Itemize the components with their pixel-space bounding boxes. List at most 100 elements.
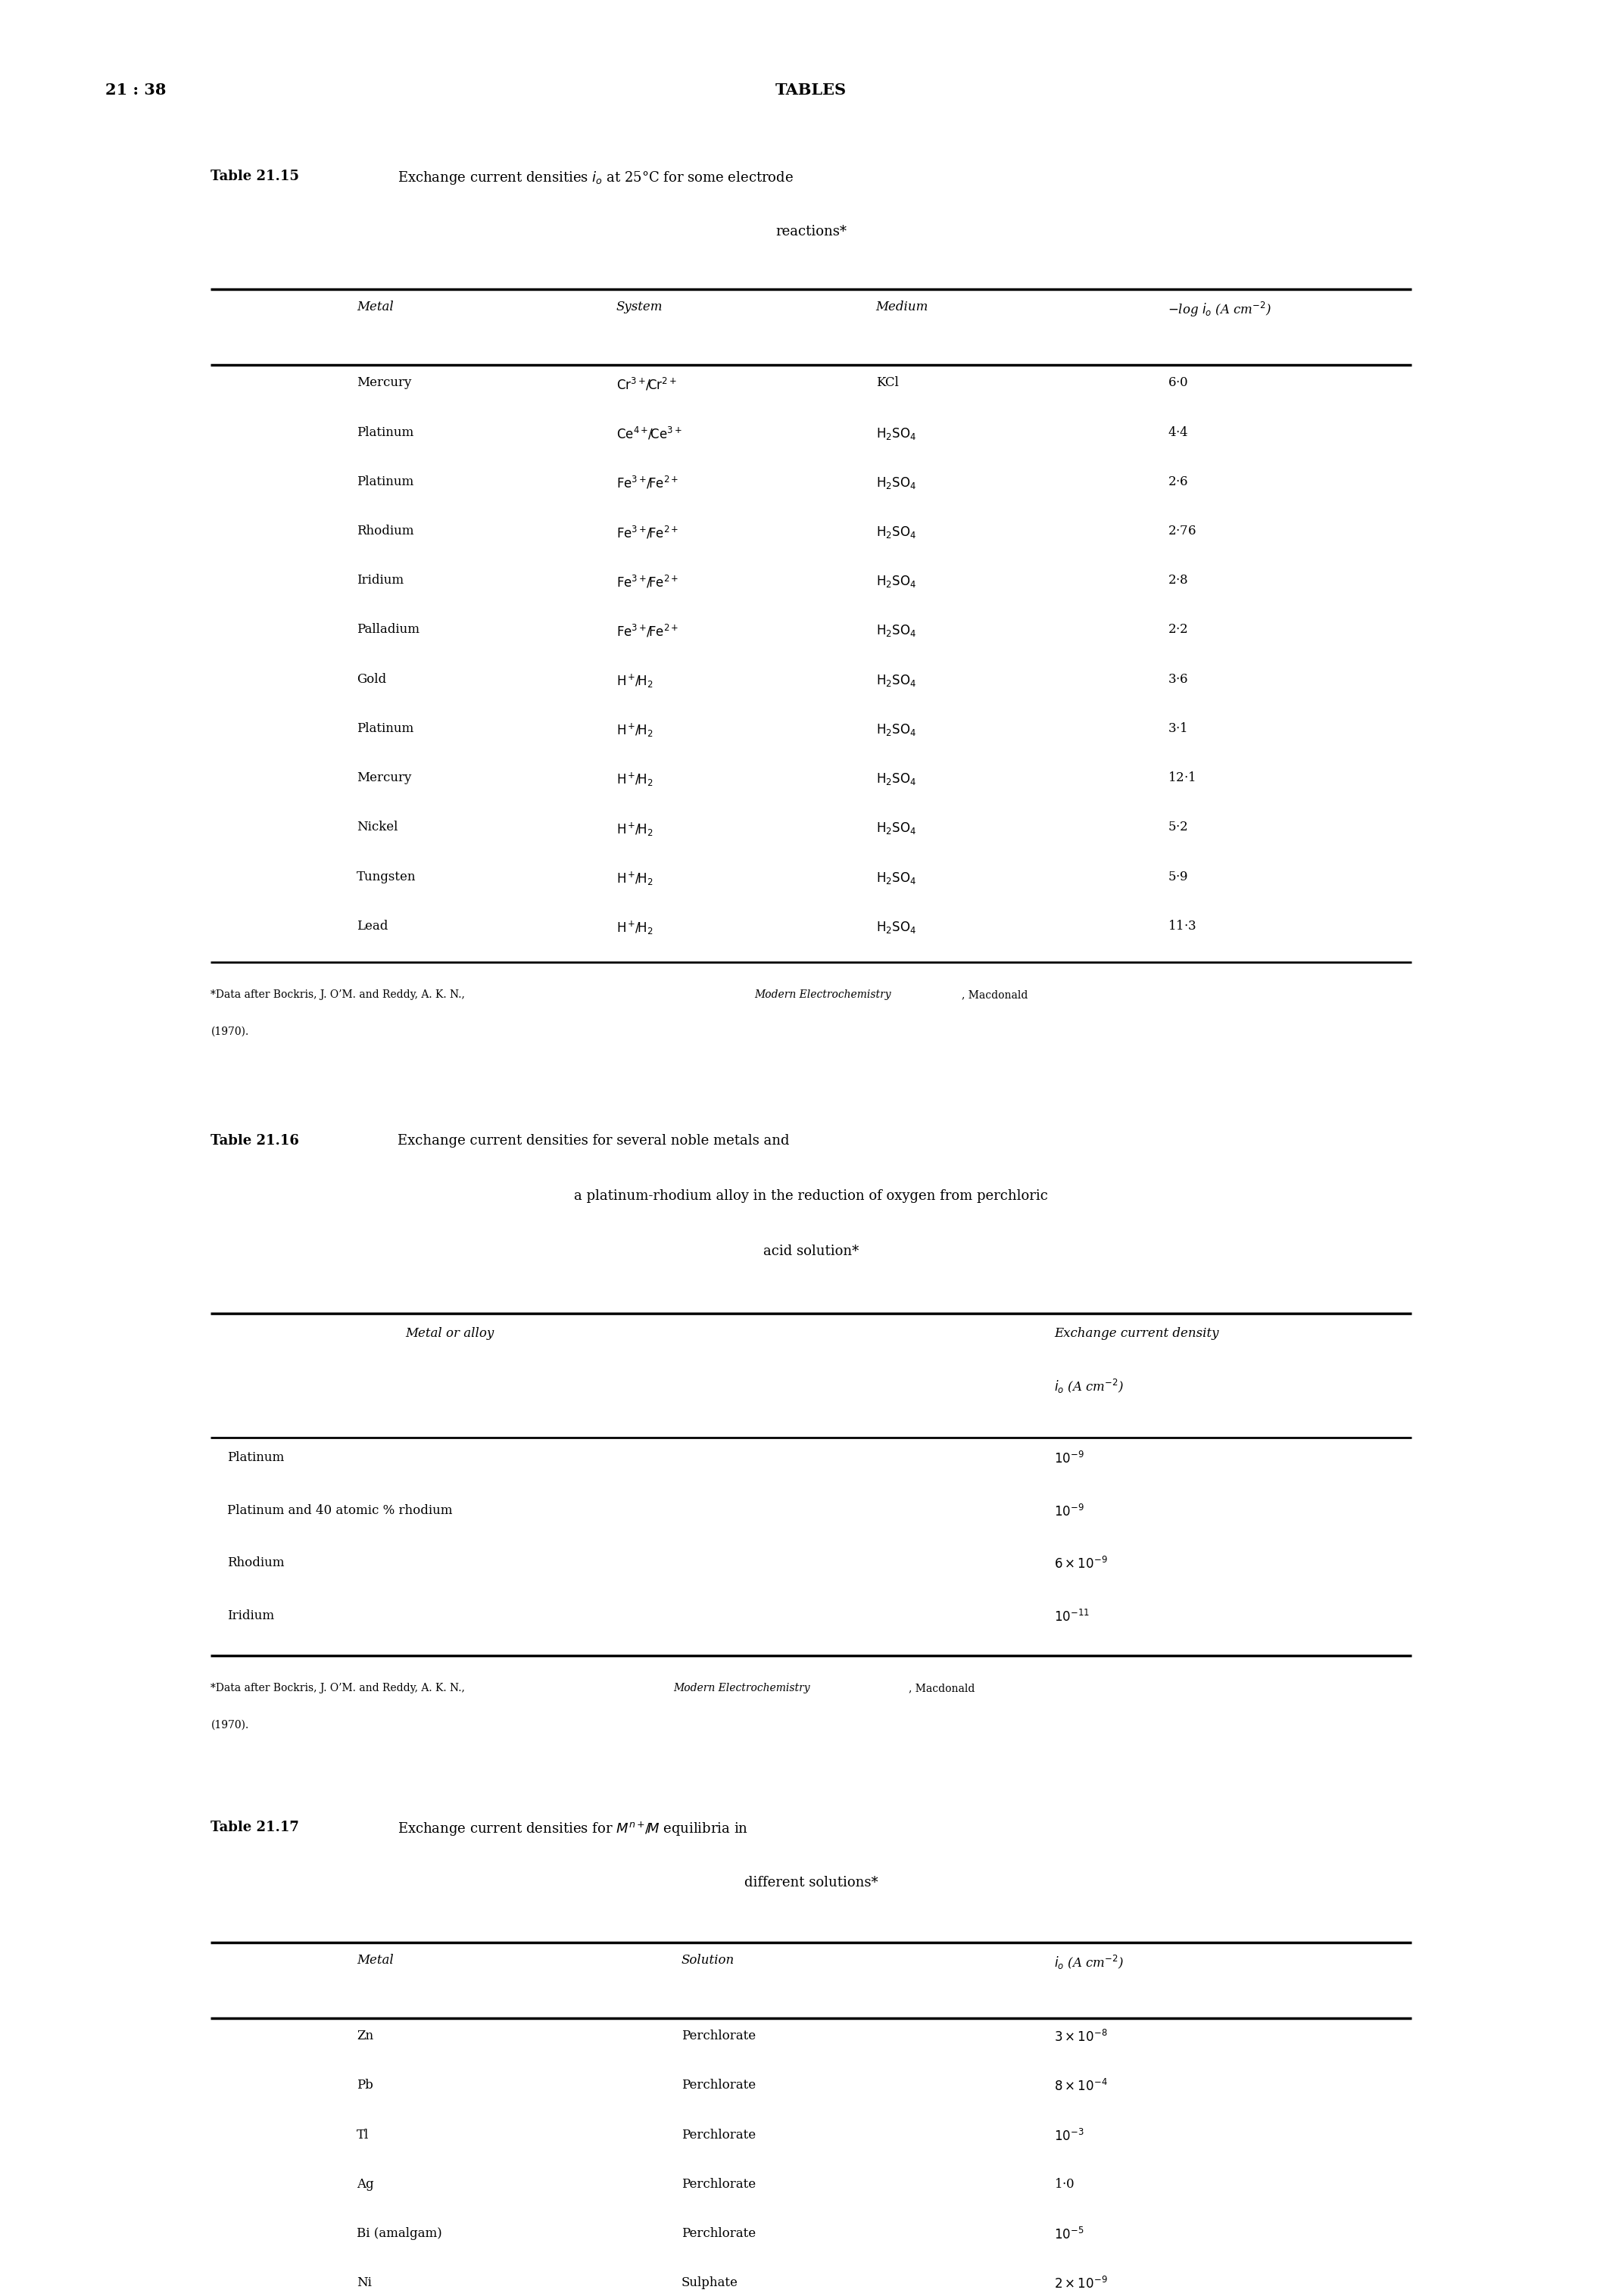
Text: $10^{-9}$: $10^{-9}$ (1054, 1451, 1085, 1467)
Text: $\mathrm{H_2SO_4}$: $\mathrm{H_2SO_4}$ (876, 526, 916, 540)
Text: $2\times10^{-9}$: $2\times10^{-9}$ (1054, 2275, 1108, 2291)
Text: $\mathrm{Fe}^{3+}\!/\!\mathrm{Fe}^{2+}$: $\mathrm{Fe}^{3+}\!/\!\mathrm{Fe}^{2+}$ (616, 574, 680, 590)
Text: Metal: Metal (357, 1954, 394, 1968)
Text: Platinum: Platinum (357, 427, 414, 439)
Text: $3\times10^{-8}$: $3\times10^{-8}$ (1054, 2030, 1108, 2046)
Text: $\mathrm{H_2SO_4}$: $\mathrm{H_2SO_4}$ (876, 870, 916, 886)
Text: 2$\cdot$8: 2$\cdot$8 (1168, 574, 1189, 588)
Text: $\mathrm{H_2SO_4}$: $\mathrm{H_2SO_4}$ (876, 673, 916, 689)
Text: *Data after Bockris, J. O’M. and Reddy, A. K. N.,: *Data after Bockris, J. O’M. and Reddy, … (211, 1683, 469, 1694)
Text: $10^{-5}$: $10^{-5}$ (1054, 2227, 1083, 2243)
Text: Perchlorate: Perchlorate (681, 2030, 756, 2043)
Text: Perchlorate: Perchlorate (681, 2080, 756, 2092)
Text: Platinum: Platinum (227, 1451, 284, 1465)
Text: Perchlorate: Perchlorate (681, 2128, 756, 2142)
Text: $\mathrm{H}^+\!/\!\mathrm{H_2}$: $\mathrm{H}^+\!/\!\mathrm{H_2}$ (616, 870, 654, 886)
Text: Sulphate: Sulphate (681, 2275, 738, 2289)
Text: Zn: Zn (357, 2030, 373, 2043)
Text: Mercury: Mercury (357, 771, 412, 785)
Text: 4$\cdot$4: 4$\cdot$4 (1168, 427, 1189, 439)
Text: $10^{-11}$: $10^{-11}$ (1054, 1609, 1090, 1626)
Text: Table 21.15: Table 21.15 (211, 170, 300, 184)
Text: $\mathrm{H}^+\!/\!\mathrm{H_2}$: $\mathrm{H}^+\!/\!\mathrm{H_2}$ (616, 771, 654, 788)
Text: Nickel: Nickel (357, 822, 397, 833)
Text: Platinum: Platinum (357, 721, 414, 735)
Text: , Macdonald: , Macdonald (962, 990, 1028, 1001)
Text: $-$log $i_o$ (A cm$^{-2}$): $-$log $i_o$ (A cm$^{-2}$) (1168, 301, 1272, 319)
Text: $\mathrm{H_2SO_4}$: $\mathrm{H_2SO_4}$ (876, 721, 916, 737)
Text: a platinum-rhodium alloy in the reduction of oxygen from perchloric: a platinum-rhodium alloy in the reductio… (574, 1189, 1048, 1203)
Text: Table 21.17: Table 21.17 (211, 1821, 300, 1835)
Text: 2$\cdot$2: 2$\cdot$2 (1168, 625, 1189, 636)
Text: $\mathrm{Fe}^{3+}\!/\!\mathrm{Fe}^{2+}$: $\mathrm{Fe}^{3+}\!/\!\mathrm{Fe}^{2+}$ (616, 625, 680, 638)
Text: Medium: Medium (876, 301, 928, 315)
Text: System: System (616, 301, 663, 315)
Text: TABLES: TABLES (775, 83, 847, 99)
Text: Rhodium: Rhodium (357, 526, 414, 537)
Text: Bi (amalgam): Bi (amalgam) (357, 2227, 443, 2241)
Text: Gold: Gold (357, 673, 386, 687)
Text: $i_o$ (A cm$^{-2}$): $i_o$ (A cm$^{-2}$) (1054, 1378, 1124, 1396)
Text: $\mathrm{H}^+\!/\!\mathrm{H_2}$: $\mathrm{H}^+\!/\!\mathrm{H_2}$ (616, 673, 654, 689)
Text: $\mathrm{H}^+\!/\!\mathrm{H_2}$: $\mathrm{H}^+\!/\!\mathrm{H_2}$ (616, 721, 654, 739)
Text: $\mathrm{H_2SO_4}$: $\mathrm{H_2SO_4}$ (876, 822, 916, 836)
Text: KCl: KCl (876, 377, 899, 390)
Text: $\mathrm{Fe}^{3+}\!/\!\mathrm{Fe}^{2+}$: $\mathrm{Fe}^{3+}\!/\!\mathrm{Fe}^{2+}$ (616, 475, 680, 491)
Text: 12$\cdot$1: 12$\cdot$1 (1168, 771, 1195, 785)
Text: 21 : 38: 21 : 38 (105, 83, 167, 99)
Text: 6$\cdot$0: 6$\cdot$0 (1168, 377, 1189, 390)
Text: , Macdonald: , Macdonald (908, 1683, 975, 1694)
Text: 5$\cdot$9: 5$\cdot$9 (1168, 870, 1189, 884)
Text: $\mathrm{H_2SO_4}$: $\mathrm{H_2SO_4}$ (876, 921, 916, 934)
Text: $\mathrm{H}^+\!/\!\mathrm{H_2}$: $\mathrm{H}^+\!/\!\mathrm{H_2}$ (616, 921, 654, 937)
Text: $\mathrm{Cr}^{3+}\!/\!\mathrm{Cr}^{2+}$: $\mathrm{Cr}^{3+}\!/\!\mathrm{Cr}^{2+}$ (616, 377, 676, 393)
Text: 2$\cdot$6: 2$\cdot$6 (1168, 475, 1189, 489)
Text: $\mathrm{Ce}^{4+}\!/\!\mathrm{Ce}^{3+}$: $\mathrm{Ce}^{4+}\!/\!\mathrm{Ce}^{3+}$ (616, 427, 681, 441)
Text: Tungsten: Tungsten (357, 870, 417, 884)
Text: Table 21.16: Table 21.16 (211, 1134, 300, 1148)
Text: Ag: Ag (357, 2177, 375, 2190)
Text: Ni: Ni (357, 2275, 371, 2289)
Text: Mercury: Mercury (357, 377, 412, 390)
Text: 3$\cdot$1: 3$\cdot$1 (1168, 721, 1187, 735)
Text: (1970).: (1970). (211, 1720, 248, 1731)
Text: $10^{-3}$: $10^{-3}$ (1054, 2128, 1083, 2144)
Text: Exchange current densities $i_o$ at 25°C for some electrode: Exchange current densities $i_o$ at 25°C… (397, 170, 793, 186)
Text: $\mathrm{H}^+\!/\!\mathrm{H_2}$: $\mathrm{H}^+\!/\!\mathrm{H_2}$ (616, 822, 654, 838)
Text: Platinum: Platinum (357, 475, 414, 489)
Text: $\mathrm{H_2SO_4}$: $\mathrm{H_2SO_4}$ (876, 625, 916, 638)
Text: $\mathrm{H_2SO_4}$: $\mathrm{H_2SO_4}$ (876, 475, 916, 491)
Text: Palladium: Palladium (357, 625, 420, 636)
Text: (1970).: (1970). (211, 1026, 248, 1038)
Text: $6\times10^{-9}$: $6\times10^{-9}$ (1054, 1557, 1108, 1573)
Text: Modern Electrochemistry: Modern Electrochemistry (673, 1683, 809, 1694)
Text: Iridium: Iridium (227, 1609, 274, 1623)
Text: Metal: Metal (357, 301, 394, 315)
Text: Rhodium: Rhodium (227, 1557, 284, 1570)
Text: Tl: Tl (357, 2128, 370, 2142)
Text: 3$\cdot$6: 3$\cdot$6 (1168, 673, 1189, 687)
Text: *Data after Bockris, J. O’M. and Reddy, A. K. N.,: *Data after Bockris, J. O’M. and Reddy, … (211, 990, 469, 1001)
Text: Exchange current densities for $M^{n+}\!/\!M$ equilibria in: Exchange current densities for $M^{n+}\!… (397, 1821, 748, 1839)
Text: Exchange current densities for several noble metals and: Exchange current densities for several n… (397, 1134, 790, 1148)
Text: $8\times10^{-4}$: $8\times10^{-4}$ (1054, 2080, 1108, 2094)
Text: Platinum and 40 atomic % rhodium: Platinum and 40 atomic % rhodium (227, 1504, 453, 1518)
Text: 2$\cdot$76: 2$\cdot$76 (1168, 526, 1197, 537)
Text: Perchlorate: Perchlorate (681, 2177, 756, 2190)
Text: $10^{-9}$: $10^{-9}$ (1054, 1504, 1085, 1520)
Text: $\mathrm{H_2SO_4}$: $\mathrm{H_2SO_4}$ (876, 574, 916, 590)
Text: 11$\cdot$3: 11$\cdot$3 (1168, 921, 1197, 932)
Text: $i_o$ (A cm$^{-2}$): $i_o$ (A cm$^{-2}$) (1054, 1954, 1124, 1972)
Text: Solution: Solution (681, 1954, 735, 1968)
Text: Perchlorate: Perchlorate (681, 2227, 756, 2241)
Text: acid solution*: acid solution* (764, 1244, 858, 1258)
Text: $\mathrm{H_2SO_4}$: $\mathrm{H_2SO_4}$ (876, 771, 916, 788)
Text: Modern Electrochemistry: Modern Electrochemistry (754, 990, 890, 1001)
Text: $\mathrm{H_2SO_4}$: $\mathrm{H_2SO_4}$ (876, 427, 916, 441)
Text: Pb: Pb (357, 2080, 373, 2092)
Text: reactions*: reactions* (775, 225, 847, 239)
Text: Exchange current density: Exchange current density (1054, 1327, 1220, 1341)
Text: Metal or alloy: Metal or alloy (406, 1327, 495, 1341)
Text: $\mathrm{Fe}^{3+}\!/\!\mathrm{Fe}^{2+}$: $\mathrm{Fe}^{3+}\!/\!\mathrm{Fe}^{2+}$ (616, 526, 680, 540)
Text: 5$\cdot$2: 5$\cdot$2 (1168, 822, 1189, 833)
